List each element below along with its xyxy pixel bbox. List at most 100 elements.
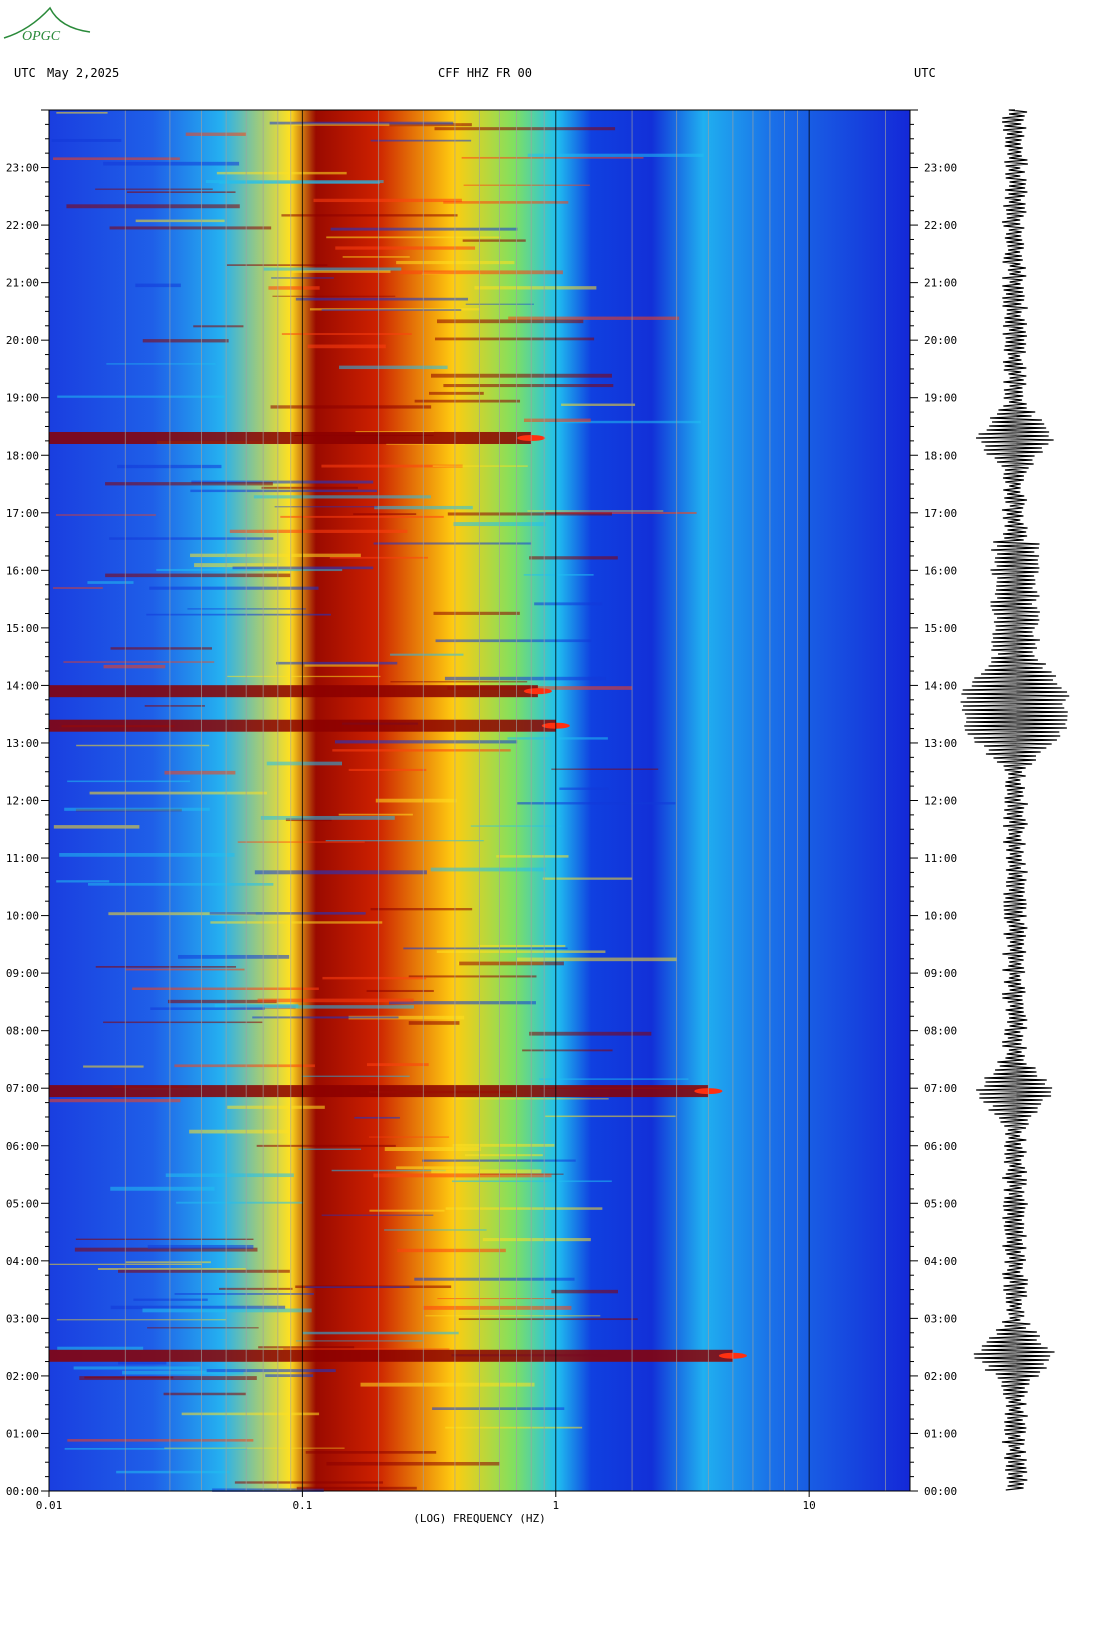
header-left-timezone: UTC [14, 66, 36, 80]
seismogram-path [960, 109, 1070, 1491]
spectrogram-streak [125, 1261, 211, 1264]
spectrogram-streak [465, 1154, 543, 1157]
y-tick-label-right: 01:00 [924, 1427, 957, 1440]
y-tick-label-left: 06:00 [6, 1140, 39, 1153]
spectrogram-streak [434, 127, 616, 131]
spectrogram-streak [51, 138, 122, 142]
spectrogram-streak [67, 1439, 254, 1442]
spectrogram-streak [330, 227, 518, 231]
x-tick-label: 1 [552, 1499, 559, 1512]
spectrogram-streak [229, 529, 408, 533]
spectrogram-streak [105, 482, 273, 486]
y-tick-label-left: 04:00 [6, 1255, 39, 1268]
spectrogram-streak [272, 295, 396, 297]
spectrogram-streak [261, 486, 358, 489]
spectrogram-streak [375, 798, 457, 803]
y-tick-label-left: 05:00 [6, 1197, 39, 1210]
spectrogram-streak [253, 495, 431, 499]
y-tick-label-right: 06:00 [924, 1140, 957, 1153]
spectrogram-streak [63, 661, 215, 663]
spectrogram-streak [57, 395, 225, 398]
spectrogram-streak [270, 405, 432, 409]
y-tick-label-left: 18:00 [6, 449, 39, 462]
spectrogram-streak [67, 780, 191, 783]
spectrogram-streak [227, 1105, 325, 1109]
y-tick-label-left: 11:00 [6, 852, 39, 865]
spectrogram-streak [321, 464, 463, 468]
spectrogram-streak [95, 188, 213, 190]
spectrogram-streak [331, 1169, 446, 1172]
y-tick-label-left: 12:00 [6, 795, 39, 808]
spectrogram-streak [156, 568, 343, 572]
spectrogram-streak [49, 1099, 181, 1103]
spectrogram-streak [517, 802, 676, 805]
y-tick-label-left: 03:00 [6, 1312, 39, 1325]
spectrogram-streak [79, 1376, 257, 1381]
spectrogram-streak [276, 661, 398, 665]
spectrogram-streak [87, 883, 274, 886]
spectrogram-streak [408, 1021, 460, 1025]
spectrogram-streak [436, 319, 584, 324]
event-peak-1 [523, 688, 552, 695]
spectrogram-streak [164, 770, 236, 775]
spectrogram-streak [452, 1143, 555, 1147]
y-tick-label-right: 03:00 [924, 1312, 957, 1325]
spectrogram-streak [165, 1173, 294, 1178]
spectrogram-streak [260, 815, 395, 820]
spectrogram-streak [400, 270, 563, 275]
spectrogram-streak [334, 740, 518, 744]
spectrogram-streak [529, 1031, 652, 1036]
spectrogram-streak [370, 139, 472, 142]
spectrogram-streak [103, 161, 240, 166]
spectrogram-streak [135, 283, 181, 288]
y-tick-label-right: 12:00 [924, 795, 957, 808]
y-tick-label-right: 09:00 [924, 967, 957, 980]
spectrogram-streak [116, 1470, 230, 1474]
spectrogram-streak [95, 965, 237, 968]
spectrogram-streak [529, 556, 618, 560]
spectrogram-streak [256, 1144, 396, 1147]
spectrogram-streak [458, 1318, 638, 1321]
spectrogram-streak [219, 181, 380, 184]
spectrogram-streak [313, 198, 462, 203]
spectrogram-streak [147, 1327, 259, 1329]
y-tick-label-left: 19:00 [6, 392, 39, 405]
spectrogram-streak [447, 512, 613, 516]
x-tick-label: 0.01 [36, 1499, 63, 1512]
y-tick-label-right: 05:00 [924, 1197, 957, 1210]
spectrogram-streak [185, 132, 247, 136]
spectrogram-streak [210, 921, 383, 924]
spectrogram-streak [326, 236, 501, 239]
spectrogram-streak [125, 968, 245, 971]
spectrogram-streak [348, 768, 427, 772]
spectrogram-streak [76, 744, 210, 747]
spectrogram-streak [477, 944, 566, 947]
spectrogram-streak [298, 1148, 362, 1150]
y-tick-label-right: 16:00 [924, 564, 957, 577]
y-tick-label-right: 14:00 [924, 679, 957, 692]
spectrogram-streak [305, 1451, 437, 1454]
spectrogram-streak [174, 1064, 315, 1068]
spectrogram-streak [462, 239, 526, 242]
spectrogram-streak [431, 373, 612, 378]
y-tick-label-right: 08:00 [924, 1025, 957, 1038]
spectrogram-streak [66, 204, 240, 209]
spectrogram-streak [263, 267, 402, 271]
spectrogram-streak [126, 191, 236, 193]
header-date: May 2,2025 [47, 66, 120, 80]
y-tick-label-left: 10:00 [6, 910, 39, 923]
spectrogram-streak [254, 870, 427, 875]
spectrogram-streak [414, 399, 521, 403]
spectrogram-streak [366, 1063, 429, 1067]
spectrogram-streak [190, 553, 361, 558]
spectrogram-streak [167, 999, 277, 1004]
y-tick-label-right: 11:00 [924, 852, 957, 865]
spectrogram-streak [527, 510, 664, 512]
event-band-4 [49, 1349, 733, 1362]
spectrogram-streak [106, 363, 216, 365]
spectrogram-streak [181, 1412, 320, 1416]
spectrogram-streak [258, 1346, 355, 1349]
spectrogram-streak [234, 1481, 384, 1484]
spectrogram-streak [295, 297, 469, 301]
